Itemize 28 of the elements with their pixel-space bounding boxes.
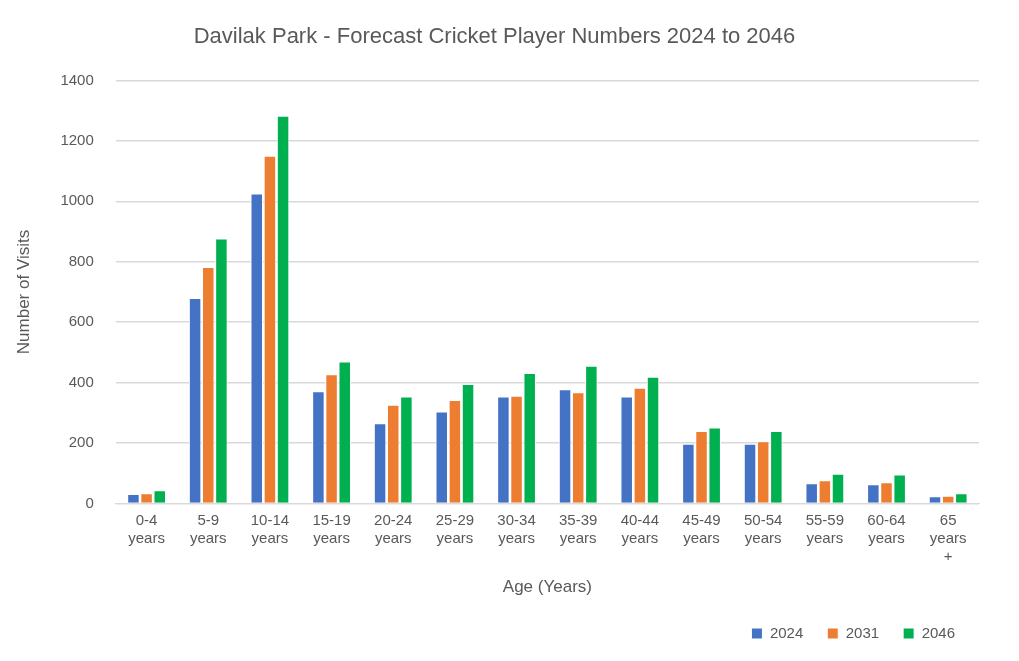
x-tick-label: 55-59 years [805,510,845,546]
y-tick-label: 400 [68,372,94,390]
x-tick-label: 50-54 years [744,510,783,546]
x-tick-label: 20-24 years [374,510,413,546]
y-tick-label: 1400 [60,70,94,88]
x-tick-label: 15-19 years [312,510,351,546]
y-axis-title: Number of Visits [13,229,33,355]
x-tick-label: 0-4 years [128,510,165,546]
x-tick-label: 45-49 years [682,510,721,546]
legend-label: 2031 [845,623,880,641]
x-tick-label: 35-39 years [559,510,598,546]
x-tick-label: 5-9 years [189,510,227,546]
x-tick-label: 60-64 years [867,510,906,546]
y-tick-label: 600 [68,312,94,330]
legend-label: 2046 [921,623,956,641]
x-tick-label: 30-34 years [497,510,536,546]
y-tick-label: 0 [85,493,94,511]
x-axis-title: Age (Years) [502,577,592,597]
x-tick-label: 65 years + [929,510,967,564]
x-tick-label: 25-29 years [435,510,475,546]
y-tick-label: 1000 [60,191,94,209]
chart-title: Davilak Park - Forecast Cricket Player Numbers 2024 to 2046 [193,23,796,49]
x-tick-label: 10-14 years [250,510,290,546]
legend-label: 2024 [769,623,804,641]
y-tick-label: 200 [68,433,94,451]
x-tick-label: 40-44 years [620,510,660,546]
y-tick-label: 1200 [60,131,94,148]
y-tick-label: 800 [68,251,94,269]
